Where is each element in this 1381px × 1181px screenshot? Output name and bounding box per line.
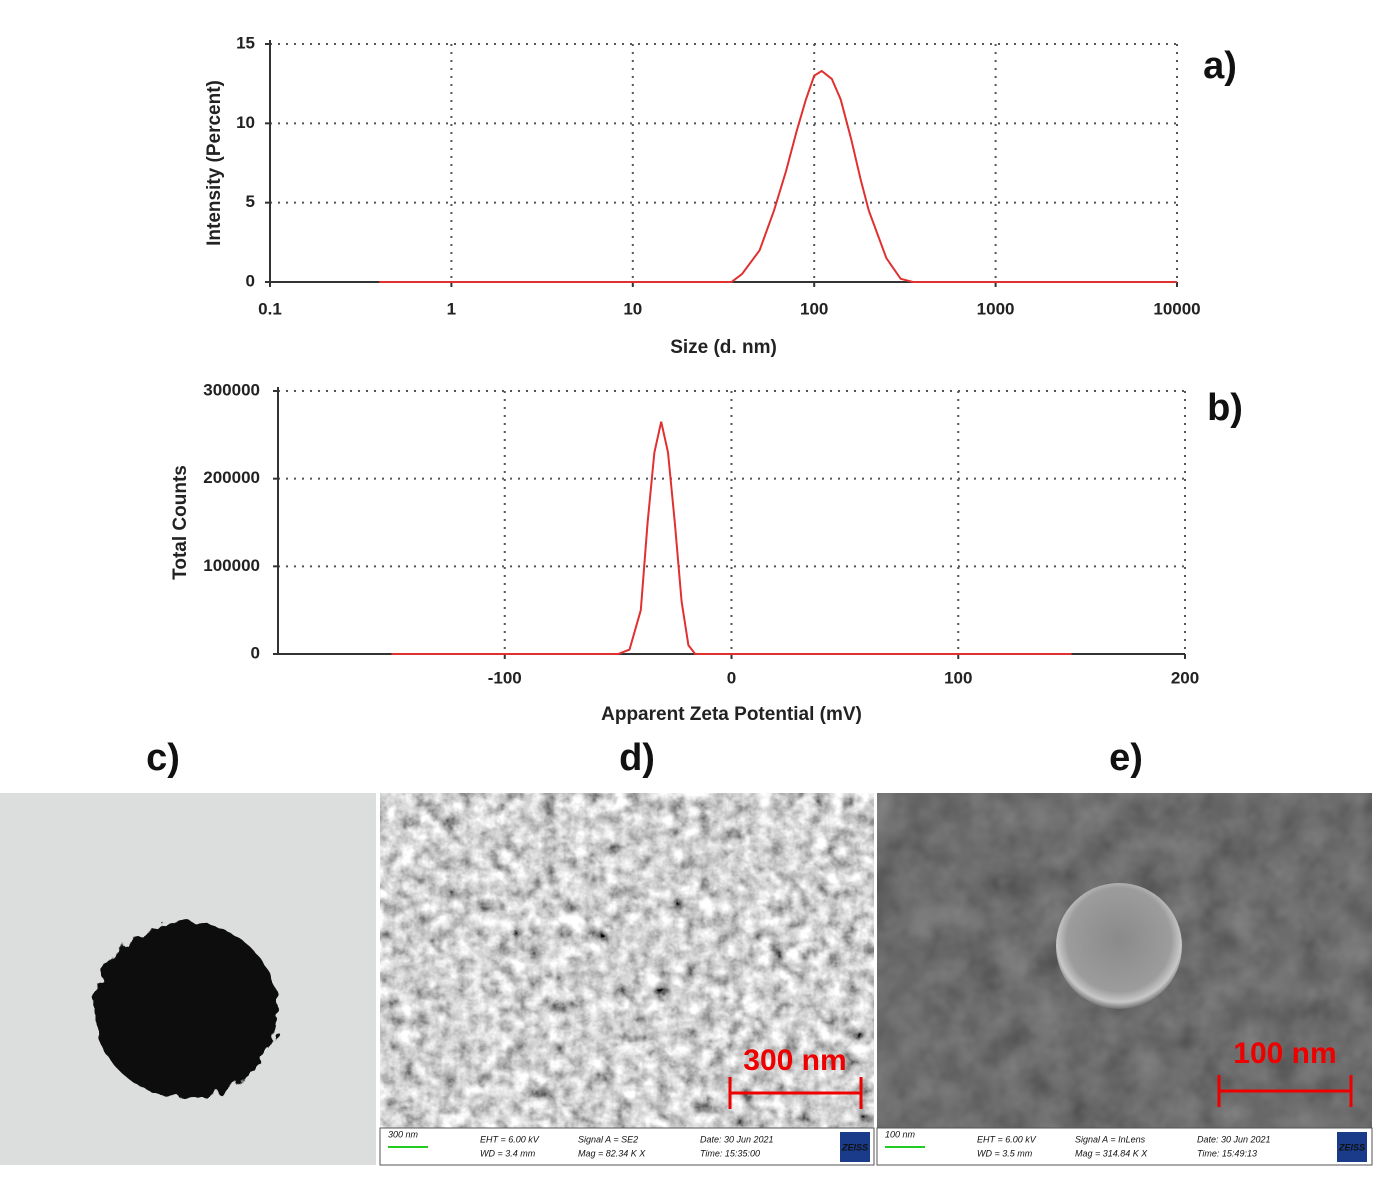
panel-label: b) — [1207, 387, 1243, 429]
info-text: EHT = 6.00 kV — [977, 1134, 1037, 1144]
info-text: Date: 30 Jun 2021 — [1197, 1134, 1271, 1144]
info-text: WD = 3.4 mm — [480, 1148, 536, 1158]
y-tick-label: 15 — [236, 33, 255, 52]
info-text: Mag = 82.34 K X — [578, 1148, 646, 1158]
logo-text: ZEISS — [841, 1142, 868, 1152]
info-text: Mag = 314.84 K X — [1075, 1148, 1148, 1158]
x-tick-label: 200 — [1171, 668, 1199, 687]
info-bar — [379, 1127, 875, 1166]
sem-image — [380, 793, 874, 1128]
y-tick-label: 0 — [246, 271, 255, 290]
info-text: 300 nm — [388, 1129, 419, 1139]
y-tick-label: 100000 — [203, 556, 260, 575]
data-line — [391, 421, 1072, 655]
logo — [840, 1132, 870, 1162]
data-line — [379, 69, 1177, 283]
x-tick-label: 0 — [727, 668, 736, 687]
y-axis-label: Total Counts — [170, 465, 191, 580]
info-text: Date: 30 Jun 2021 — [700, 1134, 774, 1144]
scale-bar-label: 100 nm — [1233, 1037, 1336, 1070]
y-tick-label: 5 — [246, 192, 255, 211]
y-axis-label: Intensity (Percent) — [204, 80, 225, 246]
x-tick-label: 100 — [800, 299, 828, 318]
logo-text: ZEISS — [1338, 1142, 1365, 1152]
x-tick-label: 10000 — [1153, 299, 1200, 318]
info-text: EHT = 6.00 kV — [480, 1134, 540, 1144]
x-tick-label: 1000 — [977, 299, 1015, 318]
y-tick-label: 0 — [251, 643, 260, 662]
y-tick-label: 10 — [236, 113, 255, 132]
powder-sample — [94, 922, 278, 1098]
info-text: Signal A = SE2 — [578, 1134, 638, 1144]
info-bar — [876, 1127, 1373, 1166]
x-tick-label: -100 — [488, 668, 522, 687]
x-tick-label: 0.1 — [258, 299, 282, 318]
x-axis-label: Apparent Zeta Potential (mV) — [601, 704, 862, 725]
info-text: 100 nm — [885, 1129, 916, 1139]
y-tick-label: 200000 — [203, 468, 260, 487]
info-text: WD = 3.5 mm — [977, 1148, 1033, 1158]
panel-label: e) — [1109, 737, 1143, 779]
panel-label: d) — [619, 737, 655, 779]
panel-label: c) — [146, 737, 180, 779]
scale-bar-label: 300 nm — [743, 1044, 846, 1077]
panel-label: a) — [1203, 45, 1237, 87]
x-tick-label: 10 — [623, 299, 642, 318]
info-text: Time: 15:35:00 — [700, 1148, 760, 1158]
x-tick-label: 100 — [944, 668, 972, 687]
info-text: Signal A = InLens — [1075, 1134, 1146, 1144]
x-axis-label: Size (d. nm) — [670, 337, 777, 358]
x-tick-label: 1 — [447, 299, 456, 318]
info-text: Time: 15:49:13 — [1197, 1148, 1257, 1158]
nanoparticle — [1056, 883, 1182, 1009]
y-tick-label: 300000 — [203, 380, 260, 399]
logo — [1337, 1132, 1367, 1162]
